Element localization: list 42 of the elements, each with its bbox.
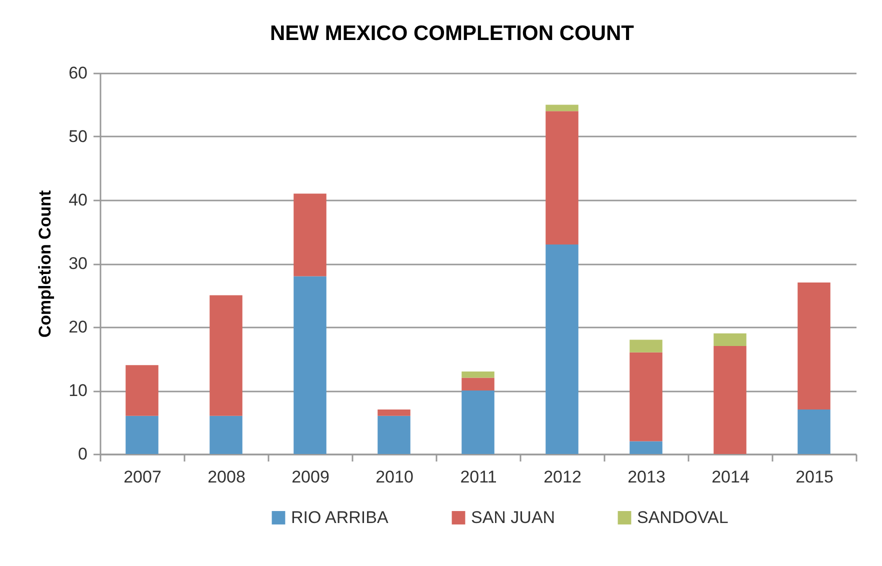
bar <box>378 416 410 454</box>
bar <box>294 276 326 454</box>
y-tick-label: 30 <box>68 254 88 273</box>
bar <box>210 416 242 454</box>
bar <box>630 441 662 454</box>
bar <box>294 194 326 276</box>
x-tick-label: 2007 <box>124 468 162 486</box>
legend-label: SANDOVAL <box>637 508 728 527</box>
bar <box>462 390 494 454</box>
bar <box>462 378 494 390</box>
x-tick-label: 2009 <box>292 468 330 486</box>
bar <box>378 410 410 416</box>
x-tick-label: 2015 <box>796 468 834 486</box>
x-tick-label: 2012 <box>544 468 582 486</box>
bar <box>126 365 158 416</box>
y-tick-label: 10 <box>68 381 88 400</box>
bar <box>546 104 578 112</box>
bar <box>798 410 830 454</box>
bar <box>630 340 662 352</box>
bar <box>714 333 746 346</box>
y-axis-title: Completion Count <box>36 190 55 338</box>
y-tick-label: 40 <box>68 190 88 210</box>
bar <box>210 295 242 416</box>
bar <box>126 416 158 454</box>
bar <box>546 244 578 454</box>
legend-label: RIO ARRIBA <box>291 508 389 527</box>
y-tick-label: 60 <box>68 64 88 82</box>
bar <box>462 371 494 378</box>
x-tick-label: 2008 <box>208 468 246 486</box>
bar <box>630 352 662 442</box>
x-tick-label: 2011 <box>460 468 497 486</box>
y-tick-label: 50 <box>68 127 88 146</box>
legend-label: SAN JUAN <box>471 508 556 527</box>
x-tick-label: 2014 <box>712 468 750 486</box>
y-tick-label: 20 <box>68 318 88 336</box>
y-tick-label: 0 <box>78 444 88 464</box>
bar <box>798 282 830 410</box>
bar <box>546 111 578 244</box>
x-tick-label: 2010 <box>376 468 414 486</box>
x-tick-label: 2013 <box>628 468 666 486</box>
bar <box>714 346 746 454</box>
chart-title: NEW MEXICO COMPLETION COUNT <box>270 22 634 45</box>
